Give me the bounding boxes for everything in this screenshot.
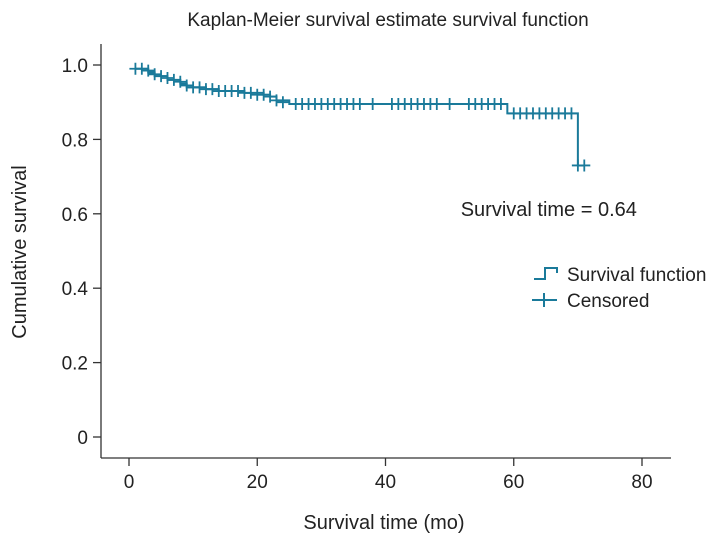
censored-mark	[264, 90, 277, 103]
censored-mark	[430, 98, 443, 111]
x-tick-label: 20	[247, 472, 268, 493]
y-tick-label: 0	[77, 428, 88, 449]
censored-mark	[206, 83, 219, 96]
y-tick-label: 0.4	[62, 279, 89, 300]
x-ticks: 0 20 40 60 80	[124, 458, 653, 493]
y-tick-label: 1.0	[62, 56, 88, 77]
plot-area	[129, 62, 591, 172]
step-line-icon	[534, 267, 558, 280]
y-axis-label: Cumulative survival	[9, 165, 31, 338]
axes	[100, 44, 671, 459]
x-axis-label: Survival time (mo)	[303, 512, 464, 534]
legend-item-censored: Censored	[532, 291, 649, 312]
legend: Survival function Censored	[532, 265, 706, 312]
censored-mark	[244, 86, 257, 99]
legend-label-survival-function: Survival function	[567, 265, 706, 286]
censored-mark	[565, 107, 578, 120]
y-ticks: 0 0.2 0.4 0.6 0.8 1.0	[62, 56, 101, 449]
censored-mark	[135, 62, 148, 75]
censored-mark	[232, 85, 245, 98]
censored-mark	[142, 64, 155, 77]
censored-mark	[276, 96, 289, 109]
legend-label-censored: Censored	[567, 291, 649, 312]
plus-marker-icon	[532, 293, 557, 307]
censored-mark	[180, 79, 193, 92]
censored-mark	[443, 98, 456, 111]
censored-mark	[155, 70, 168, 83]
x-tick-label: 0	[124, 472, 135, 493]
x-tick-label: 80	[631, 472, 652, 493]
censored-mark	[494, 98, 507, 111]
y-tick-label: 0.6	[62, 205, 88, 226]
censored-mark	[193, 81, 206, 94]
censored-mark	[161, 72, 174, 85]
censored-marks	[129, 62, 591, 172]
censored-mark	[257, 88, 270, 101]
chart-title: Kaplan-Meier survival estimate survival …	[187, 10, 588, 31]
survival-time-annotation: Survival time = 0.64	[461, 199, 637, 221]
censored-mark	[148, 68, 161, 81]
x-tick-label: 40	[375, 472, 396, 493]
censored-mark	[167, 73, 180, 86]
legend-item-survival-function: Survival function	[534, 265, 706, 286]
censored-mark	[270, 94, 283, 107]
y-tick-label: 0.2	[62, 354, 88, 375]
survival-function-line	[135, 67, 585, 167]
x-tick-label: 60	[503, 472, 524, 493]
censored-mark	[353, 98, 366, 111]
censored-mark	[174, 75, 187, 88]
censored-mark	[578, 159, 591, 172]
censored-mark	[366, 98, 379, 111]
y-tick-label: 0.8	[62, 130, 88, 151]
